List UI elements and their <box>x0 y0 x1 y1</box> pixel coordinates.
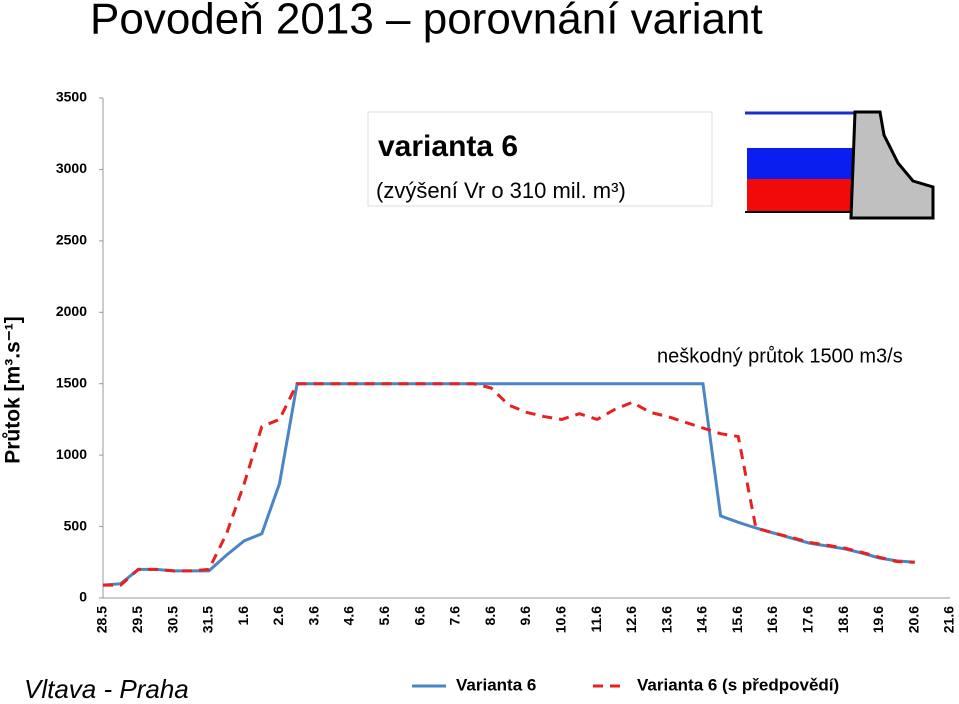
x-tick-label: 14.6 <box>694 606 710 633</box>
annotation-subtitle: (zvýšení Vr o 310 mil. m³) <box>376 178 626 203</box>
annotation-title: varianta 6 <box>378 130 518 163</box>
y-tick-label: 3000 <box>56 160 87 176</box>
legend-label: Varianta 6 <box>456 675 536 694</box>
x-tick-label: 13.6 <box>658 606 674 633</box>
x-tick-label: 16.6 <box>764 606 780 633</box>
annotation-limit: neškodný průtok 1500 m3/s <box>657 345 903 367</box>
location-label: Vltava - Praha <box>24 674 189 704</box>
y-tick-label: 1500 <box>56 374 87 390</box>
x-tick-label: 17.6 <box>800 606 816 633</box>
x-tick-label: 30.5 <box>164 606 180 633</box>
y-tick-label: 2500 <box>56 232 87 248</box>
x-tick-label: 12.6 <box>623 606 639 633</box>
y-tick-label: 1000 <box>56 446 87 462</box>
y-axis-label: Průtok [m³.s⁻¹] <box>2 316 25 464</box>
x-tick-label: 8.6 <box>482 606 498 626</box>
x-tick-label: 29.5 <box>129 606 145 633</box>
x-tick-label: 21.6 <box>941 606 957 633</box>
annotation-box <box>367 111 713 207</box>
y-tick-label: 0 <box>79 589 87 605</box>
x-tick-label: 5.6 <box>376 606 392 626</box>
x-tick-label: 4.6 <box>341 606 357 626</box>
x-tick-label: 9.6 <box>517 606 533 626</box>
x-tick-label: 10.6 <box>552 606 568 633</box>
series-line <box>103 382 915 587</box>
y-tick-label: 3500 <box>56 89 87 105</box>
chart-title: Povodeň 2013 – porovnání variant <box>90 0 763 44</box>
legend-label: Varianta 6 (s předpovědí) <box>637 675 839 694</box>
x-tick-label: 18.6 <box>835 606 851 633</box>
x-tick-label: 20.6 <box>905 606 921 633</box>
x-tick-label: 31.5 <box>200 606 216 633</box>
x-tick-label: 28.5 <box>94 606 110 633</box>
x-tick-label: 2.6 <box>270 606 286 626</box>
x-tick-label: 19.6 <box>870 606 886 633</box>
dam-diagram <box>745 110 935 220</box>
x-tick-label: 11.6 <box>588 606 604 633</box>
y-tick-label: 2000 <box>56 303 87 319</box>
y-tick-label: 500 <box>64 517 88 533</box>
x-tick-label: 6.6 <box>411 606 427 626</box>
x-tick-label: 3.6 <box>305 606 321 626</box>
x-tick-label: 1.6 <box>235 606 251 626</box>
x-tick-label: 7.6 <box>447 606 463 626</box>
x-tick-label: 15.6 <box>729 606 745 633</box>
series-line <box>102 382 915 587</box>
